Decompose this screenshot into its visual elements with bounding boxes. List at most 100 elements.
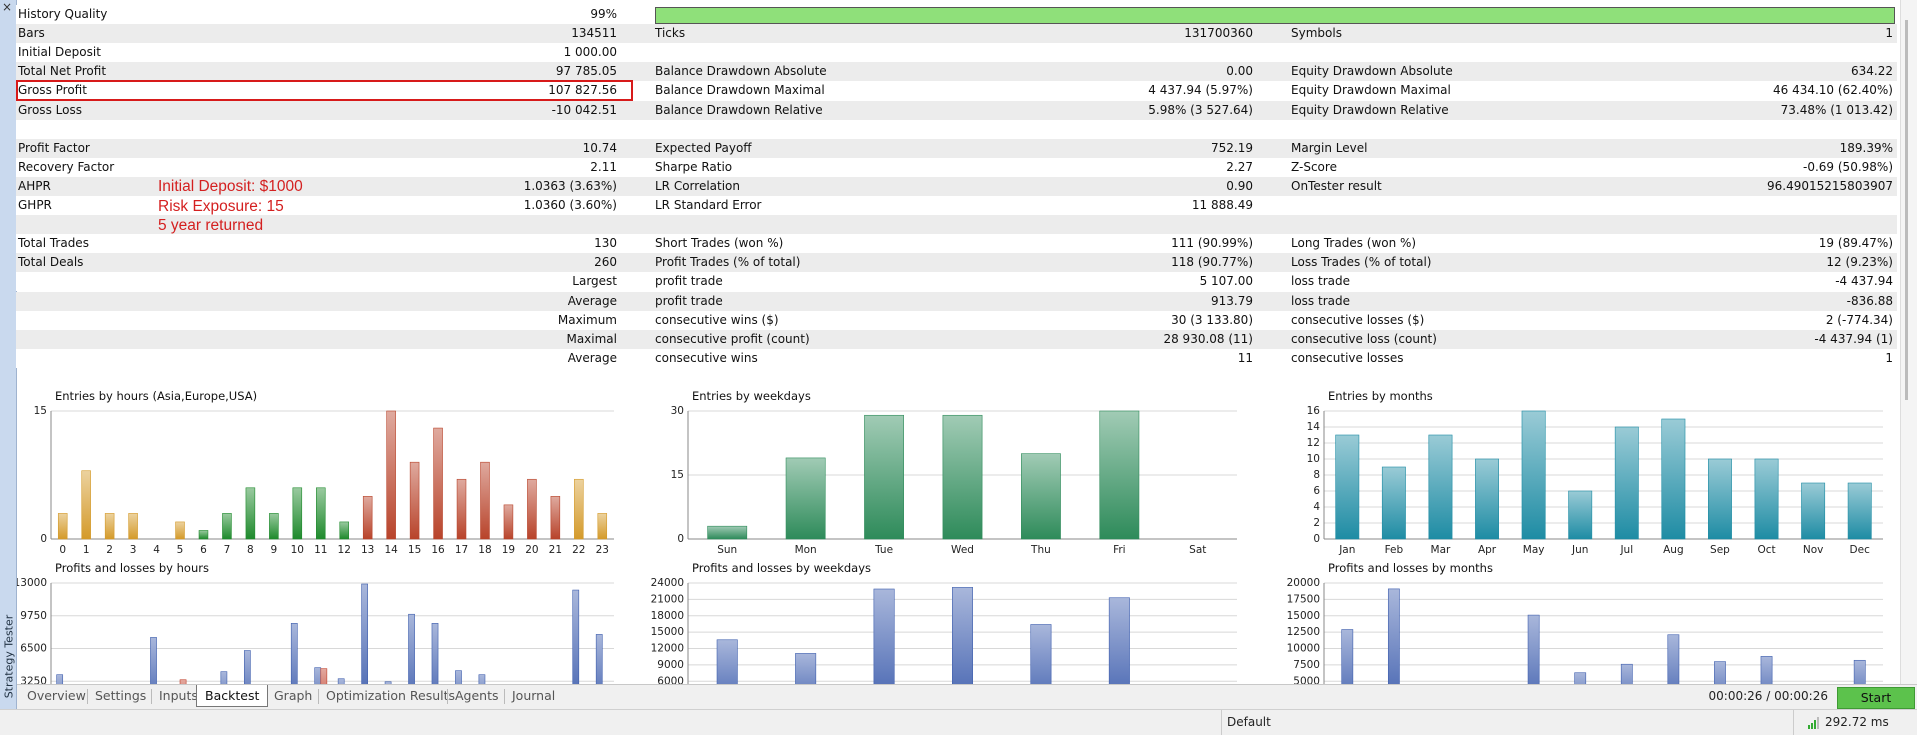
x-tick-label: 8 xyxy=(247,544,254,556)
tab[interactable]: Agents xyxy=(455,688,499,703)
y-tick-label: 0 xyxy=(40,533,47,545)
bar xyxy=(595,634,603,684)
y-tick-label: 24000 xyxy=(651,577,684,589)
tab[interactable]: Backtest xyxy=(196,685,269,707)
report-row xyxy=(16,310,1897,330)
report-value: 10.74 xyxy=(582,140,617,155)
report-value: Maximum xyxy=(557,312,617,327)
report-label: Balance Drawdown Maximal xyxy=(655,83,825,98)
tab[interactable]: Overview xyxy=(27,688,86,703)
report-table: History Quality 99% Bars 134511 Ticks 1317003… xyxy=(16,7,1897,365)
bar xyxy=(198,530,209,540)
report-value: 134511 xyxy=(571,26,617,41)
bar xyxy=(1714,661,1726,684)
bar xyxy=(864,414,904,540)
tab[interactable]: Settings xyxy=(95,688,147,703)
report-label: loss trade xyxy=(1291,293,1350,308)
start-button[interactable]: Start xyxy=(1837,687,1915,709)
bar xyxy=(384,681,392,684)
report-value: 131700360 xyxy=(1184,26,1253,41)
x-tick-label: 17 xyxy=(455,544,468,556)
y-tick-label: 9750 xyxy=(20,610,47,622)
status-profile: Default xyxy=(1227,715,1271,729)
report-label: profit trade xyxy=(655,274,723,289)
report-label: Equity Drawdown Relative xyxy=(1291,102,1449,117)
report-value: 2 (-774.34) xyxy=(1825,312,1893,327)
tab[interactable]: Inputs xyxy=(159,688,198,703)
bar xyxy=(716,639,738,684)
report-label: Recovery Factor xyxy=(18,159,115,174)
bar xyxy=(1801,482,1826,540)
report-value: 46 434.10 (62.40%) xyxy=(1772,83,1893,98)
close-icon[interactable]: × xyxy=(2,0,13,14)
bar xyxy=(1527,614,1540,684)
bar xyxy=(56,674,64,684)
bar xyxy=(1620,663,1633,684)
x-tick-label: 10 xyxy=(291,544,304,556)
y-tick-label: 4 xyxy=(1313,501,1320,513)
x-tick-label: 11 xyxy=(314,544,327,556)
x-tick-label: Thu xyxy=(1030,544,1051,556)
report-label: AHPR xyxy=(18,178,51,193)
report-value: 5 107.00 xyxy=(1199,274,1253,289)
status-bar: Default 292.72 ms xyxy=(0,709,1917,735)
x-tick-label: Tue xyxy=(874,544,893,556)
x-tick-label: Apr xyxy=(1478,544,1497,556)
x-tick-label: 22 xyxy=(572,544,585,556)
bar xyxy=(597,513,608,540)
report-row xyxy=(16,196,1897,216)
y-tick-label: 16 xyxy=(1307,405,1321,417)
report-label: Equity Drawdown Absolute xyxy=(1291,64,1453,79)
x-tick-label: Wed xyxy=(951,544,974,556)
report-row xyxy=(16,62,1897,82)
x-tick-label: 18 xyxy=(478,544,491,556)
bar xyxy=(1708,458,1732,540)
x-tick-label: 19 xyxy=(502,544,515,556)
x-tick-label: 9 xyxy=(271,544,278,556)
x-tick-label: Feb xyxy=(1385,544,1404,556)
report-value: 111 (90.99%) xyxy=(1171,236,1253,251)
report-value: -4 437.94 (1) xyxy=(1814,331,1893,346)
report-row xyxy=(16,176,1897,196)
scrollbar-thumb[interactable] xyxy=(1905,20,1908,400)
report-label: Total Net Profit xyxy=(18,64,107,79)
bar xyxy=(222,513,232,540)
y-tick-label: 18000 xyxy=(651,610,684,622)
report-value: 11 xyxy=(1237,350,1253,365)
bar xyxy=(337,678,345,684)
report-label: Gross Loss xyxy=(18,102,82,117)
x-tick-label: Jan xyxy=(1338,544,1355,556)
report-row xyxy=(16,234,1897,254)
bar xyxy=(1108,597,1130,684)
report-value: 913.79 xyxy=(1211,293,1253,308)
bar xyxy=(952,587,973,684)
y-tick-label: 10000 xyxy=(1287,643,1320,655)
x-tick-label: Dec xyxy=(1850,544,1871,556)
report-row xyxy=(16,81,1897,101)
bar xyxy=(128,513,138,540)
bar xyxy=(431,623,439,684)
scrollbar[interactable] xyxy=(1900,0,1917,684)
bar xyxy=(1099,410,1140,540)
y-tick-label: 15 xyxy=(34,405,47,417)
y-tick-label: 0 xyxy=(1313,533,1320,545)
report-label: Equity Drawdown Maximal xyxy=(1291,83,1451,98)
tab-separator xyxy=(447,689,448,704)
chart-title: Profits and losses by hours xyxy=(55,561,209,575)
bar xyxy=(480,461,490,540)
bar xyxy=(550,496,561,540)
bar xyxy=(433,427,443,540)
bar xyxy=(1760,656,1773,684)
y-tick-label: 15000 xyxy=(651,626,684,638)
report-value: -836.88 xyxy=(1846,293,1893,308)
x-tick-label: 5 xyxy=(177,544,184,556)
tab[interactable]: Journal xyxy=(512,688,556,703)
bar xyxy=(785,457,826,540)
tab[interactable]: Graph xyxy=(274,688,313,703)
x-tick-label: 12 xyxy=(338,544,351,556)
x-tick-label: May xyxy=(1523,544,1545,556)
tab[interactable]: Optimization Results xyxy=(326,688,456,703)
bar xyxy=(316,487,326,540)
bar xyxy=(574,478,584,540)
signal-icon xyxy=(1808,717,1819,729)
